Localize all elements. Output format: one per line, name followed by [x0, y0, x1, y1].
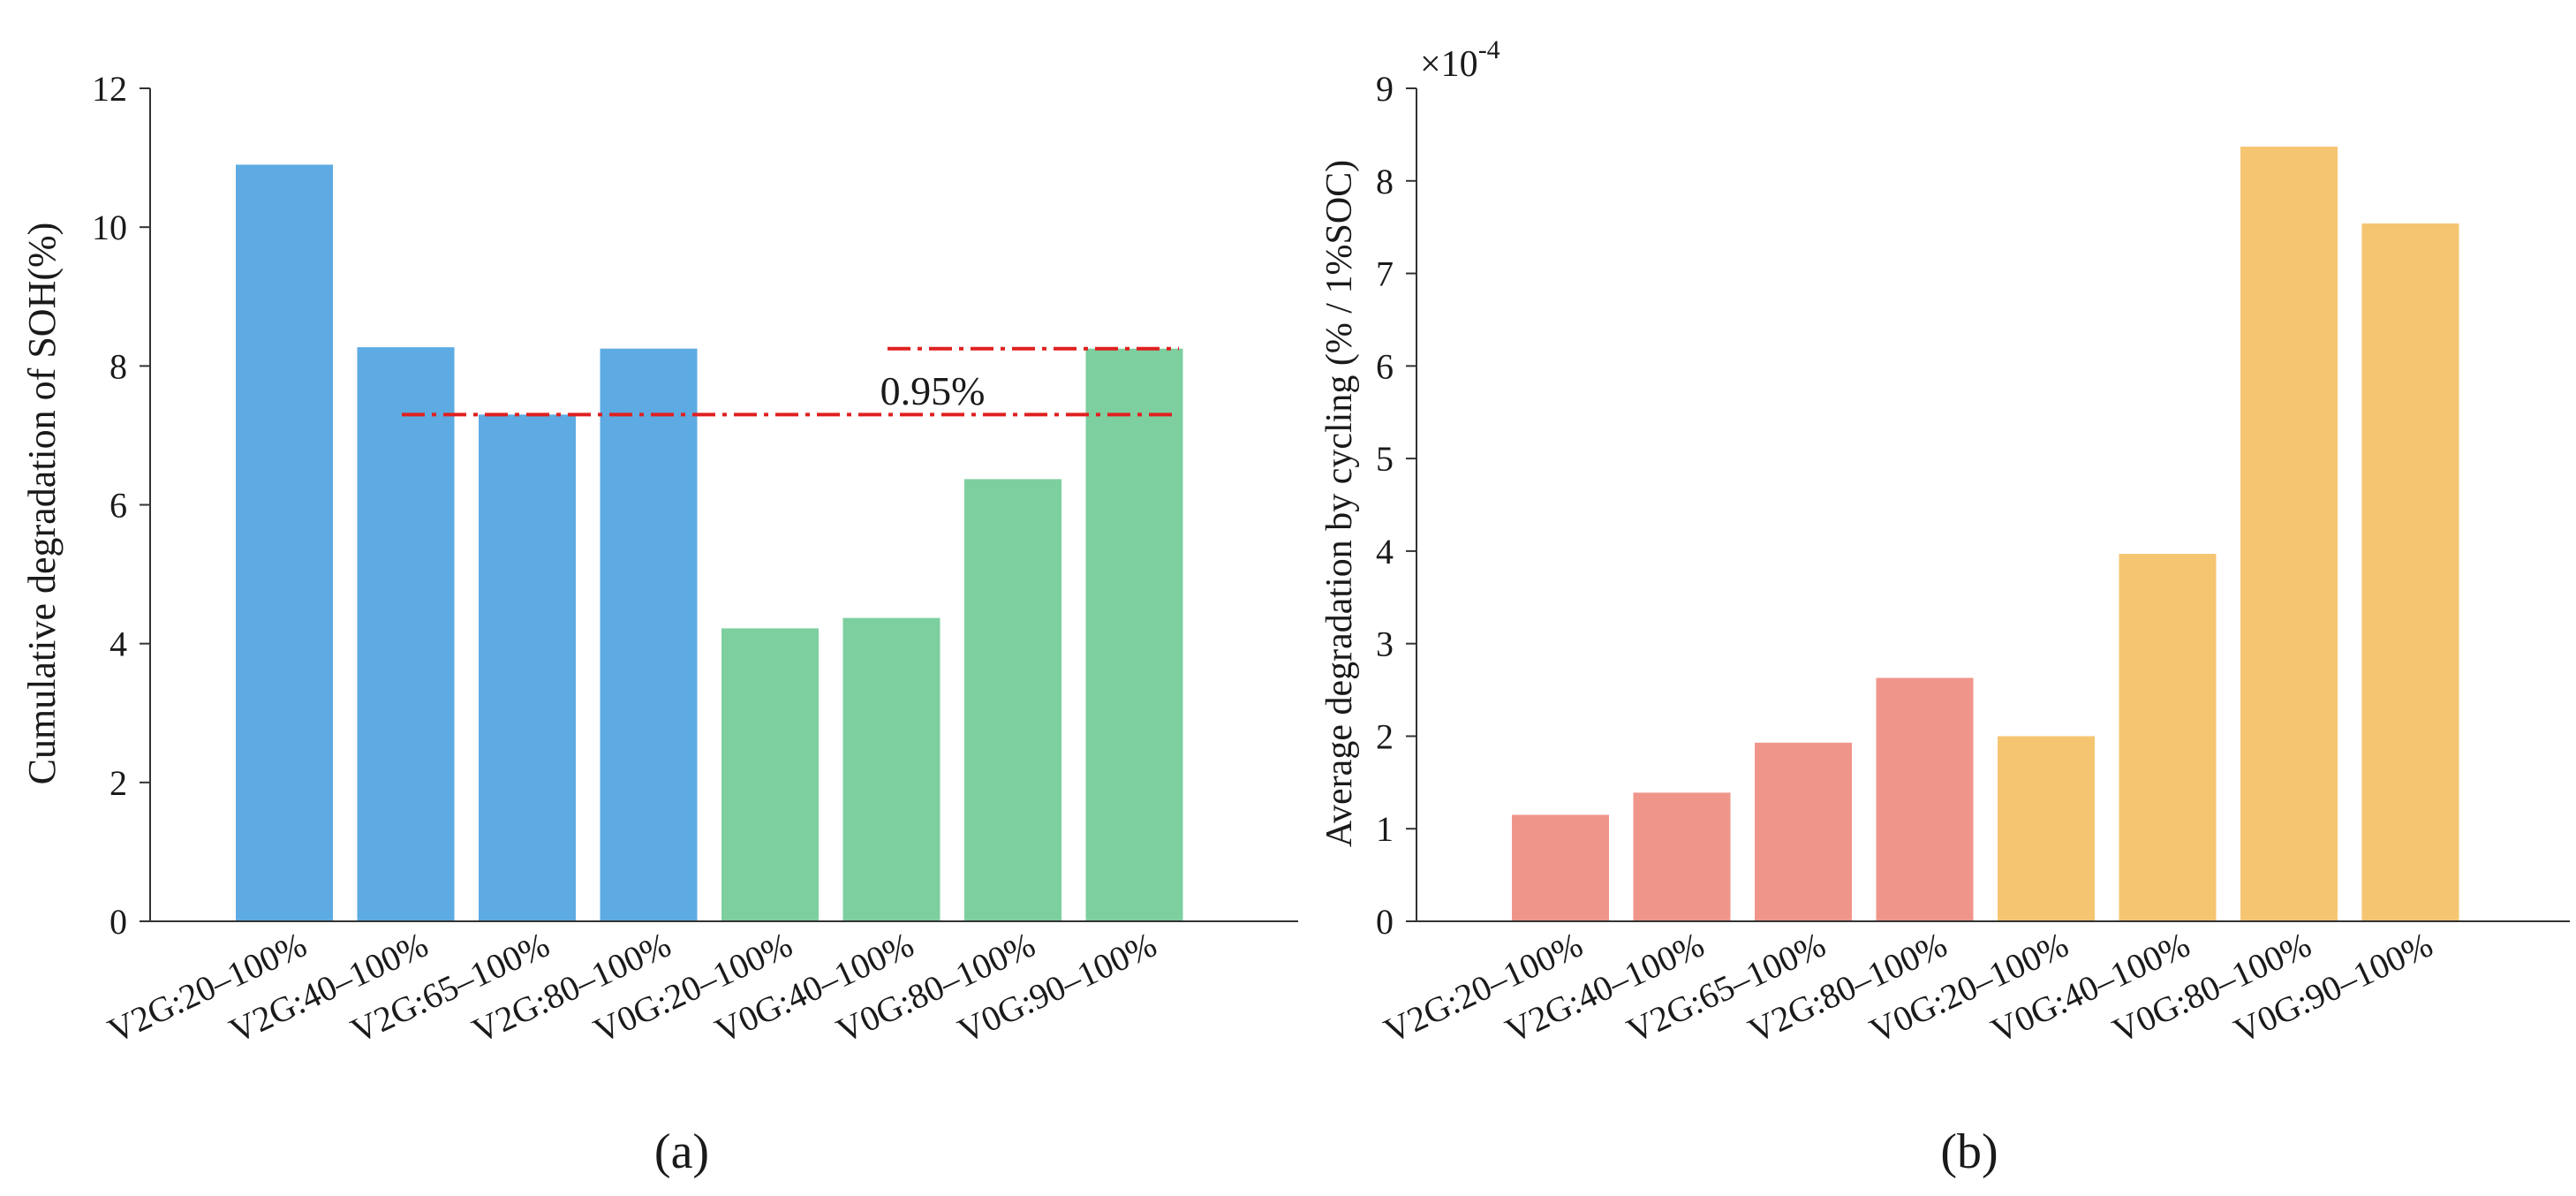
panel-a-bars: [236, 164, 1183, 922]
y-tick-label: 0: [1376, 902, 1394, 942]
y-tick-label: 2: [110, 763, 127, 803]
panel-b-scale-exponent: -4: [1478, 35, 1500, 64]
y-tick-label: 0: [110, 902, 127, 942]
y-tick-label: 4: [110, 624, 127, 664]
panel-b-scale-factor: ×10-4: [1420, 35, 1500, 85]
y-tick-label: 1: [1376, 809, 1394, 849]
panel-b-label: (b): [1940, 1124, 1998, 1179]
panel-a-y-axis-label: Cumulative degradation of SOH(%): [20, 223, 64, 785]
bar-V2G:65–100%: [479, 414, 576, 921]
panel-b-bars: [1512, 147, 2459, 921]
bar-V0G:80–100%: [964, 479, 1061, 921]
panel-b-x-tick-labels: V2G:20–100%V2G:40–100%V2G:65–100%V2G:80–…: [1378, 924, 2438, 1050]
y-tick-label: 6: [1376, 346, 1394, 386]
bar-V0G:90–100%: [2361, 223, 2459, 921]
bar-V2G:40–100%: [357, 347, 455, 921]
bar-V0G:40–100%: [2119, 554, 2217, 921]
panel-a-cumulative-degradation: 0 2 4 6 8 10 12 V2G:20–100%V2G:40–100%V2G:65–1…: [20, 69, 1298, 1179]
bar-V2G:80–100%: [1876, 677, 1974, 921]
panel-a-label: (a): [654, 1124, 709, 1179]
panel-b-y-axis-label: Average degradation by cycling (% / 1%SO…: [1319, 160, 1360, 847]
panel-a-reference-lines: [402, 346, 1179, 417]
y-tick-label: 8: [110, 346, 127, 386]
bar-V0G:40–100%: [842, 617, 941, 921]
panel-b-scale-base: ×10: [1420, 44, 1478, 85]
panel-b-average-degradation: 0 1 2 3 4 5 6 7 8 9 V2G:20–100%V2G:40–100%V2G:65–…: [1319, 35, 2570, 1179]
y-tick-label: 6: [110, 486, 127, 526]
bar-V2G:40–100%: [1633, 792, 1731, 921]
panel-b-y-ticks: 0 1 2 3 4 5 6 7 8 9: [1376, 69, 1416, 942]
bar-V0G:80–100%: [2240, 147, 2338, 921]
y-tick-label: 7: [1376, 254, 1394, 294]
y-tick-label: 10: [92, 208, 127, 247]
y-tick-label: 9: [1376, 69, 1394, 109]
y-tick-label: 5: [1376, 439, 1394, 479]
panel-a-y-ticks: 0 2 4 6 8 10 12: [92, 69, 150, 942]
bar-V2G:20–100%: [1512, 814, 1609, 921]
bar-V2G:65–100%: [1755, 742, 1852, 921]
y-tick-label: 2: [1376, 716, 1394, 756]
bar-V0G:20–100%: [1998, 736, 2095, 921]
y-tick-label: 3: [1376, 624, 1394, 664]
bar-V0G:90–100%: [1085, 348, 1183, 921]
y-tick-label: 8: [1376, 162, 1394, 201]
bar-V0G:20–100%: [721, 628, 819, 921]
y-tick-label: 12: [92, 69, 127, 109]
bar-V2G:80–100%: [600, 348, 698, 921]
panel-a-annotation-0.95: 0.95%: [880, 368, 986, 413]
panel-a-x-tick-labels: V2G:20–100%V2G:40–100%V2G:65–100%V2G:80–…: [102, 924, 1162, 1050]
y-tick-label: 4: [1376, 532, 1394, 572]
bar-V2G:20–100%: [236, 164, 333, 922]
